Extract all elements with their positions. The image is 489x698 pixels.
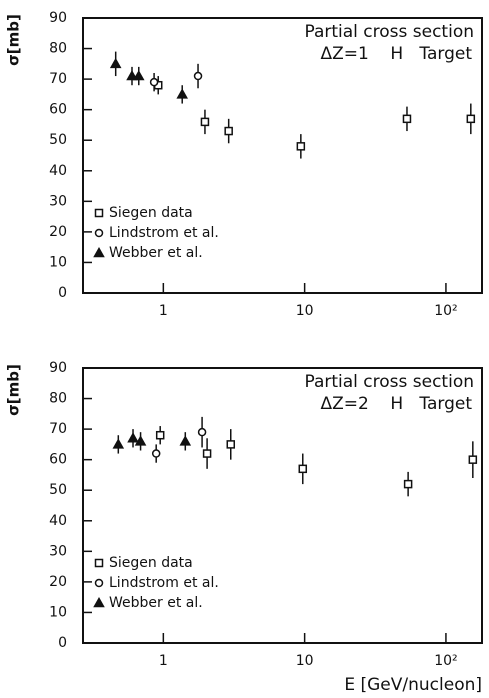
marker-triangle — [134, 435, 147, 446]
marker-square — [202, 449, 212, 458]
legend-label: Lindstrom et al. — [109, 575, 219, 591]
marker-triangle — [109, 57, 122, 69]
x-tick-label: 10 — [296, 653, 314, 669]
legend-label: Webber et al. — [109, 245, 203, 261]
y-tick-label: 50 — [49, 132, 67, 148]
y-tick-label: 10 — [49, 254, 67, 270]
y-tick-label: 60 — [49, 452, 67, 468]
legend-marker — [94, 208, 104, 218]
y-tick-label: 30 — [49, 193, 67, 209]
y-tick-label: 70 — [49, 71, 67, 87]
marker-square — [466, 114, 476, 124]
plot-frame — [82, 17, 483, 294]
y-tick-label: 0 — [58, 635, 67, 651]
y-tick-label: 40 — [49, 163, 67, 179]
legend-label: Siegen data — [109, 205, 193, 221]
marker-circle — [197, 427, 207, 437]
x-tick-label: 1 — [159, 653, 168, 669]
title: Partial cross section — [304, 372, 474, 392]
marker-triangle — [112, 438, 125, 449]
marker-square — [226, 440, 236, 449]
legend-marker — [94, 558, 104, 568]
marker-circle — [149, 77, 159, 87]
legend-marker — [93, 596, 105, 608]
subtitle: ΔZ=2 H Target — [320, 394, 472, 414]
legend-label: Webber et al. — [109, 595, 203, 611]
y-axis-label: σ[mb] — [5, 364, 23, 416]
marker-square — [402, 114, 412, 124]
marker-square — [403, 479, 413, 489]
marker-square — [298, 464, 308, 474]
y-tick-label: 80 — [49, 41, 67, 57]
marker-triangle — [126, 70, 138, 81]
plot-frame — [82, 367, 483, 644]
x-axis-label: E [GeV/nucleon] — [344, 675, 482, 695]
marker-square — [224, 126, 233, 136]
legend-label: Siegen data — [109, 555, 193, 571]
marker-circle — [151, 449, 161, 458]
legend-marker — [94, 228, 104, 238]
marker-circle — [193, 71, 203, 81]
y-axis-label: σ[mb] — [5, 14, 23, 66]
x-tick-label: 10 — [296, 303, 314, 319]
y-tick-label: 40 — [49, 513, 67, 529]
title: Partial cross section — [304, 22, 474, 42]
marker-square — [468, 455, 478, 464]
y-tick-label: 80 — [49, 391, 67, 407]
marker-triangle — [127, 432, 139, 443]
y-tick-label: 90 — [49, 360, 67, 376]
y-tick-label: 20 — [49, 574, 67, 590]
y-tick-label: 30 — [49, 543, 67, 559]
y-tick-label: 60 — [49, 102, 67, 118]
marker-square — [155, 430, 165, 440]
x-tick-label: 1 — [159, 303, 168, 319]
y-tick-label: 70 — [49, 421, 67, 437]
marker-triangle — [176, 88, 188, 99]
marker-square — [200, 117, 210, 127]
y-tick-label: 20 — [49, 224, 67, 240]
marker-triangle — [132, 70, 145, 81]
subtitle: ΔZ=1 H Target — [320, 44, 472, 64]
legend-label: Lindstrom et al. — [109, 225, 219, 241]
legend-marker — [93, 246, 105, 258]
y-tick-label: 50 — [49, 482, 67, 498]
y-tick-label: 90 — [49, 10, 67, 26]
marker-triangle — [179, 435, 192, 446]
x-tick-label: 10² — [434, 653, 457, 669]
y-tick-label: 0 — [58, 285, 67, 301]
legend-marker — [94, 578, 104, 588]
y-tick-label: 10 — [49, 604, 67, 620]
marker-square — [296, 142, 306, 151]
x-tick-label: 10² — [434, 303, 457, 319]
